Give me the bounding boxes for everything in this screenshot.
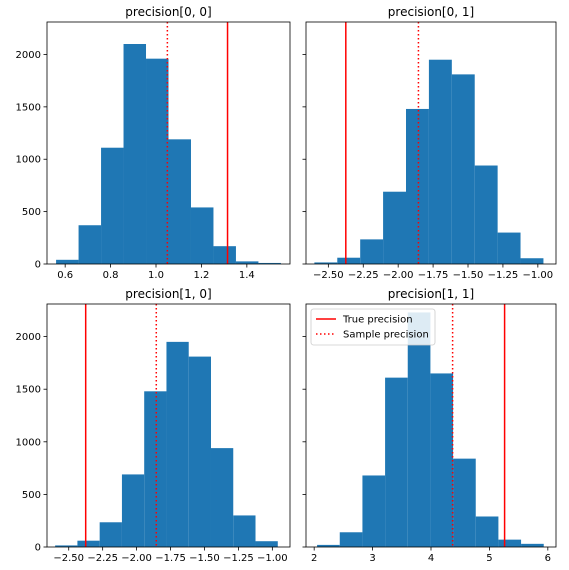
- subplot-title: precision[0, 1]: [388, 5, 474, 19]
- histogram-bar: [406, 108, 429, 264]
- subplot-2: −2.50 −2.25 −2.00 −1.75 −1.50 −1.25 −1.00 0 500 1…: [16, 287, 291, 564]
- axes-frame: [46, 303, 291, 548]
- y-tick-label: 0: [35, 543, 41, 554]
- histogram-bar: [453, 458, 476, 547]
- histogram-bar: [474, 165, 498, 264]
- y-tick-label: 2000: [16, 332, 41, 343]
- y-tick-label: 2000: [16, 50, 41, 61]
- x-tick-label: −1.00: [257, 553, 288, 564]
- histogram-bar: [146, 58, 169, 264]
- x-tick-label: −1.75: [155, 553, 186, 564]
- plot-area: [56, 22, 281, 264]
- histogram-bar: [56, 259, 79, 264]
- plot-area: [314, 22, 544, 264]
- histogram-bar: [55, 545, 78, 547]
- histogram-bar: [210, 448, 234, 547]
- y-tick-label: 500: [22, 490, 41, 501]
- x-tick-label: 0.8: [103, 270, 119, 281]
- x-tick-label: 6: [545, 553, 551, 564]
- histogram-bar: [121, 474, 145, 547]
- axes-frame: [46, 21, 291, 265]
- histogram-bar: [407, 312, 431, 547]
- histogram-bar: [430, 373, 454, 547]
- histogram-bar: [99, 522, 122, 547]
- subplot-3: 2 3 4 5 6 precision[1, 1] True precision Sample…: [302, 287, 557, 564]
- histogram-bar: [337, 257, 361, 264]
- subplot-title: precision[1, 1]: [388, 287, 474, 301]
- x-tick-label: −1.25: [223, 553, 254, 564]
- axes-frame: [305, 21, 557, 265]
- y-tick-label: 1500: [16, 385, 41, 396]
- x-tick-label: −2.25: [348, 270, 379, 281]
- x-tick-label: −1.25: [488, 270, 519, 281]
- legend: True precision Sample precision: [310, 308, 436, 346]
- x-tick-label: −1.00: [523, 270, 554, 281]
- legend-box: [310, 308, 436, 346]
- histogram-bar: [101, 147, 124, 264]
- histogram-bar: [213, 246, 236, 264]
- plot-area: [55, 304, 278, 547]
- histogram-bar: [188, 356, 211, 547]
- y-tick-label: 1000: [16, 155, 41, 166]
- x-tick-label: −2.50: [313, 270, 344, 281]
- x-tick-label: 5: [486, 553, 492, 564]
- x-tick-label: −2.00: [121, 553, 152, 564]
- x-tick-label: −2.25: [87, 553, 118, 564]
- y-tick-label: 500: [22, 207, 41, 218]
- histogram-bar: [168, 139, 191, 264]
- histogram-bar: [451, 74, 475, 264]
- histogram-bar: [258, 262, 281, 264]
- x-tick-label: 1.0: [148, 270, 164, 281]
- histogram-bar: [77, 540, 100, 547]
- x-tick-label: 0.6: [57, 270, 73, 281]
- histogram-bar: [123, 44, 147, 264]
- histogram-bar: [314, 262, 338, 264]
- x-tick-label: −2.00: [383, 270, 414, 281]
- histogram-bar: [166, 341, 189, 547]
- histogram-bar: [383, 191, 406, 264]
- histogram-bar: [235, 261, 259, 264]
- x-tick-label: 1.2: [193, 270, 209, 281]
- histogram-bar: [339, 532, 363, 547]
- subplot-0: 0.6 0.8 1.0 1.2 1.4 0 500 1000 1500 2000 precision…: [16, 5, 291, 281]
- y-tick-label: 1500: [16, 102, 41, 113]
- histogram-bar: [497, 232, 521, 264]
- histogram-bar: [78, 225, 102, 264]
- histogram-bar: [255, 541, 278, 547]
- legend-label: Sample precision: [343, 330, 429, 341]
- subplot-title: precision[0, 0]: [125, 5, 211, 19]
- histogram-bar: [317, 544, 340, 547]
- histogram-bar: [144, 391, 167, 547]
- plot-area: [317, 304, 544, 547]
- x-tick-label: −1.75: [418, 270, 449, 281]
- histogram-bar: [362, 475, 386, 547]
- x-tick-label: −1.50: [189, 553, 220, 564]
- x-tick-label: 2: [311, 553, 317, 564]
- y-tick-label: 1000: [16, 437, 41, 448]
- histogram-bar: [233, 515, 256, 547]
- y-tick-label: 0: [35, 260, 41, 271]
- legend-label: True precision: [342, 315, 413, 326]
- x-tick-label: 1.4: [239, 270, 255, 281]
- x-tick-label: 4: [428, 553, 434, 564]
- x-tick-label: 3: [369, 553, 375, 564]
- histogram-bar: [521, 543, 544, 547]
- histogram-bar: [190, 207, 214, 264]
- histogram-bar: [520, 258, 544, 264]
- subplot-title: precision[1, 0]: [125, 287, 211, 301]
- histogram-bar: [475, 516, 499, 547]
- histogram-bar: [360, 239, 384, 264]
- x-tick-label: −2.50: [53, 553, 84, 564]
- histogram-bar: [385, 377, 408, 547]
- x-tick-label: −1.50: [453, 270, 484, 281]
- subplot-1: −2.50 −2.25 −2.00 −1.75 −1.50 −1.25 −1.00 preci…: [302, 5, 557, 281]
- histogram-bar: [428, 59, 452, 264]
- histogram-bar: [498, 539, 522, 547]
